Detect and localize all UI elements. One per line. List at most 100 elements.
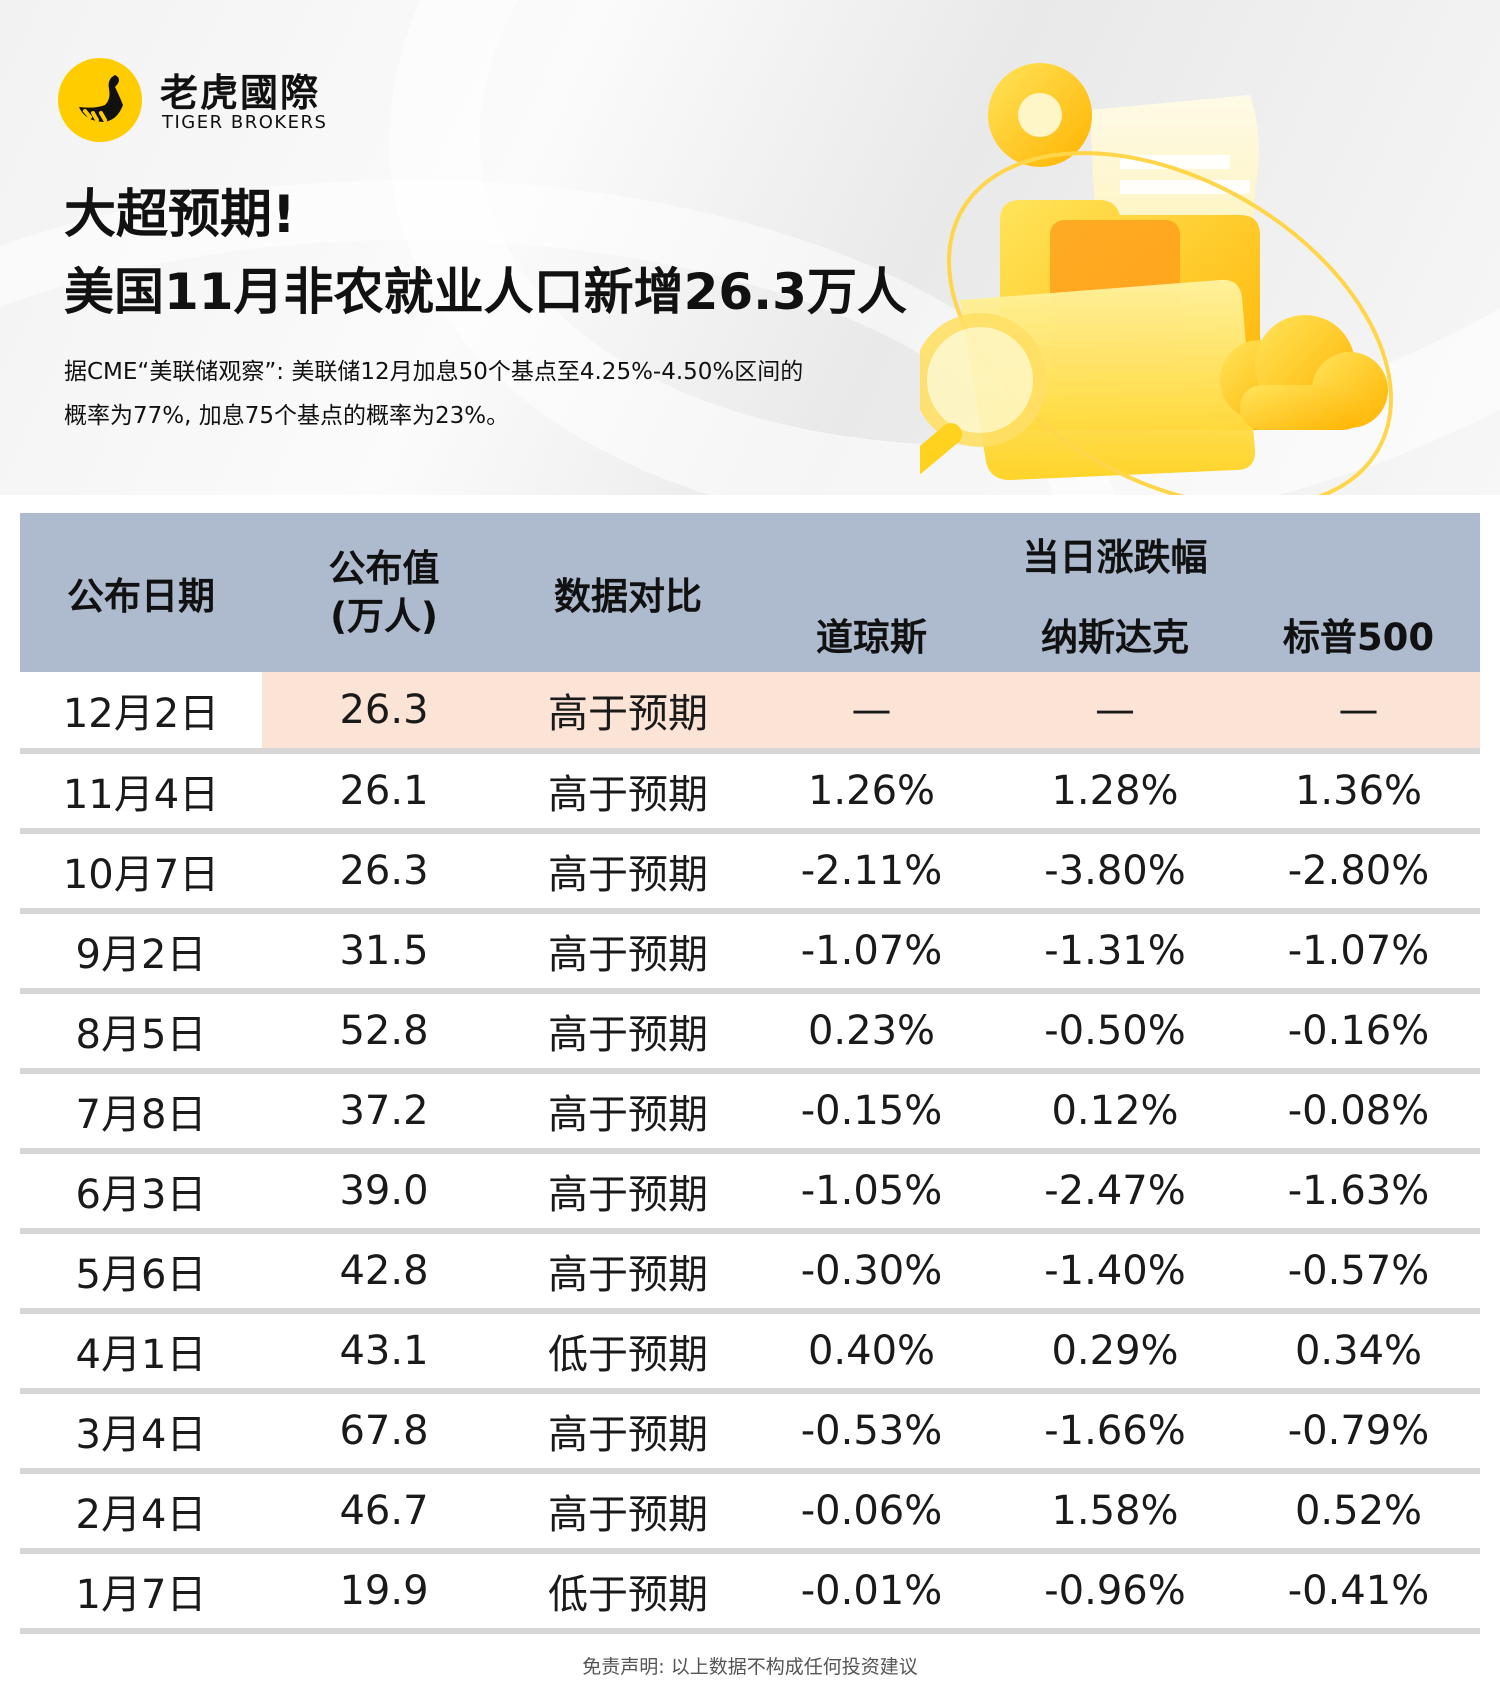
- subtitle-line2: 概率为77%, 加息75个基点的概率为23%。: [64, 403, 510, 429]
- brand-name-cn: 老虎國際: [160, 71, 321, 115]
- headline-line1: 大超预期!: [64, 185, 296, 245]
- table-row: 2月4日 46.7 高于预期 -0.06% 1.58% 0.52%: [20, 1471, 1481, 1554]
- headline-line2: 美国11月非农就业人口新增26.3万人: [64, 263, 907, 321]
- cell-compare: 高于预期: [506, 1391, 750, 1474]
- table-row: 3月4日 67.8 高于预期 -0.53% -1.66% -0.79%: [20, 1391, 1481, 1474]
- cell-nasdaq: -2.47%: [993, 1151, 1237, 1234]
- header-nasdaq: 纳斯达克: [993, 595, 1237, 672]
- cell-compare: 低于预期: [506, 1311, 750, 1394]
- cell-date: 9月2日: [20, 911, 262, 994]
- cell-value: 43.1: [262, 1311, 506, 1394]
- table-row: 11月4日 26.1 高于预期 1.26% 1.28% 1.36%: [20, 751, 1481, 834]
- cell-value: 37.2: [262, 1071, 506, 1154]
- cell-nasdaq: -1.31%: [993, 911, 1237, 994]
- cell-date: 5月6日: [20, 1231, 262, 1314]
- cell-date: 2月4日: [20, 1471, 262, 1554]
- cell-dow: -0.30%: [750, 1231, 993, 1314]
- cell-date: 11月4日: [20, 751, 262, 834]
- table-header: 公布日期 公布值 (万人) 数据对比 当日涨跌幅 道琼斯 纳斯达克 标普500: [20, 513, 1481, 672]
- cell-value: 46.7: [262, 1471, 506, 1554]
- cell-sp500: 1.36%: [1237, 751, 1481, 834]
- cell-compare: 高于预期: [506, 991, 750, 1074]
- cell-date: 8月5日: [20, 991, 262, 1074]
- cell-nasdaq: 0.12%: [993, 1071, 1237, 1154]
- cell-date: 12月2日: [20, 672, 262, 754]
- header-compare: 数据对比: [506, 513, 750, 672]
- cell-value: 39.0: [262, 1151, 506, 1234]
- nfp-table: 公布日期 公布值 (万人) 数据对比 当日涨跌幅 道琼斯 纳斯达克 标普500 …: [20, 513, 1481, 1634]
- cell-value: 26.1: [262, 751, 506, 834]
- table-row: 10月7日 26.3 高于预期 -2.11% -3.80% -2.80%: [20, 831, 1481, 914]
- cell-compare: 高于预期: [506, 751, 750, 834]
- cell-dow: -1.07%: [750, 911, 993, 994]
- cell-value: 26.3: [262, 672, 506, 754]
- cell-date: 7月8日: [20, 1071, 262, 1154]
- cell-compare: 低于预期: [506, 1551, 750, 1634]
- cell-sp500: -0.57%: [1237, 1231, 1481, 1314]
- cell-dow: -0.53%: [750, 1391, 993, 1474]
- cell-sp500: -1.07%: [1237, 911, 1481, 994]
- cell-date: 4月1日: [20, 1311, 262, 1394]
- header-value-line2: (万人): [330, 594, 438, 638]
- cell-sp500: -0.08%: [1237, 1071, 1481, 1154]
- cell-compare: 高于预期: [506, 672, 750, 754]
- cell-value: 67.8: [262, 1391, 506, 1474]
- cell-date: 1月7日: [20, 1551, 262, 1634]
- subtitle: 据CME“美联储观察”: 美联储12月加息50个基点至4.25%-4.50%区间…: [64, 350, 1014, 438]
- cell-sp500: -2.80%: [1237, 831, 1481, 914]
- table-row: 5月6日 42.8 高于预期 -0.30% -1.40% -0.57%: [20, 1231, 1481, 1314]
- cell-dow: -0.06%: [750, 1471, 993, 1554]
- cell-compare: 高于预期: [506, 911, 750, 994]
- cell-value: 31.5: [262, 911, 506, 994]
- table-row: 9月2日 31.5 高于预期 -1.07% -1.31% -1.07%: [20, 911, 1481, 994]
- table-body: 12月2日 26.3 高于预期 — — —11月4日 26.1 高于预期 1.26% 1.28% 1…: [20, 672, 1481, 1634]
- cell-sp500: -0.16%: [1237, 991, 1481, 1074]
- cell-compare: 高于预期: [506, 1231, 750, 1314]
- cell-nasdaq: -3.80%: [993, 831, 1237, 914]
- cell-date: 3月4日: [20, 1391, 262, 1474]
- header-date: 公布日期: [20, 513, 262, 672]
- table-row: 4月1日 43.1 低于预期 0.40% 0.29% 0.34%: [20, 1311, 1481, 1394]
- hero-banner: 老虎國際 TIGER BROKERS 大超预期! 美国11月非农就业人口新增26…: [0, 0, 1500, 495]
- cell-nasdaq: 1.28%: [993, 751, 1237, 834]
- cell-dow: 0.40%: [750, 1311, 993, 1394]
- cell-dow: 0.23%: [750, 991, 993, 1074]
- header-value-line1: 公布值: [328, 546, 440, 590]
- table-row: 1月7日 19.9 低于预期 -0.01% -0.96% -0.41%: [20, 1551, 1481, 1634]
- cell-dow: -1.05%: [750, 1151, 993, 1234]
- cell-nasdaq: -1.66%: [993, 1391, 1237, 1474]
- cell-dow: —: [750, 672, 993, 754]
- cell-sp500: -1.63%: [1237, 1151, 1481, 1234]
- cell-sp500: 0.34%: [1237, 1311, 1481, 1394]
- cell-dow: 1.26%: [750, 751, 993, 834]
- header-value: 公布值 (万人): [262, 513, 506, 672]
- cell-sp500: -0.41%: [1237, 1551, 1481, 1634]
- cell-dow: -0.01%: [750, 1551, 993, 1634]
- cell-sp500: 0.52%: [1237, 1471, 1481, 1554]
- header-sp500: 标普500: [1237, 595, 1481, 672]
- cell-dow: -0.15%: [750, 1071, 993, 1154]
- cell-value: 26.3: [262, 831, 506, 914]
- cell-compare: 高于预期: [506, 1471, 750, 1554]
- cell-nasdaq: -1.40%: [993, 1231, 1237, 1314]
- cell-compare: 高于预期: [506, 831, 750, 914]
- cell-compare: 高于预期: [506, 1071, 750, 1154]
- table-row: 7月8日 37.2 高于预期 -0.15% 0.12% -0.08%: [20, 1071, 1481, 1154]
- cell-date: 6月3日: [20, 1151, 262, 1234]
- cell-value: 52.8: [262, 991, 506, 1074]
- subtitle-line1: 据CME“美联储观察”: 美联储12月加息50个基点至4.25%-4.50%区间…: [64, 359, 804, 385]
- cell-value: 19.9: [262, 1551, 506, 1634]
- cell-nasdaq: 1.58%: [993, 1471, 1237, 1554]
- table-row: 6月3日 39.0 高于预期 -1.05% -2.47% -1.63%: [20, 1151, 1481, 1234]
- cell-sp500: -0.79%: [1237, 1391, 1481, 1474]
- table-row: 8月5日 52.8 高于预期 0.23% -0.50% -0.16%: [20, 991, 1481, 1074]
- cell-compare: 高于预期: [506, 1151, 750, 1234]
- cell-sp500: —: [1237, 672, 1481, 754]
- brand-name-en: TIGER BROKERS: [162, 112, 328, 133]
- header-daily-change: 当日涨跌幅: [750, 513, 1481, 595]
- folder-illustration: [920, 63, 1393, 495]
- table-row: 12月2日 26.3 高于预期 — — —: [20, 672, 1481, 754]
- cell-date: 10月7日: [20, 831, 262, 914]
- tiger-logo-icon: [58, 58, 142, 142]
- cell-value: 42.8: [262, 1231, 506, 1314]
